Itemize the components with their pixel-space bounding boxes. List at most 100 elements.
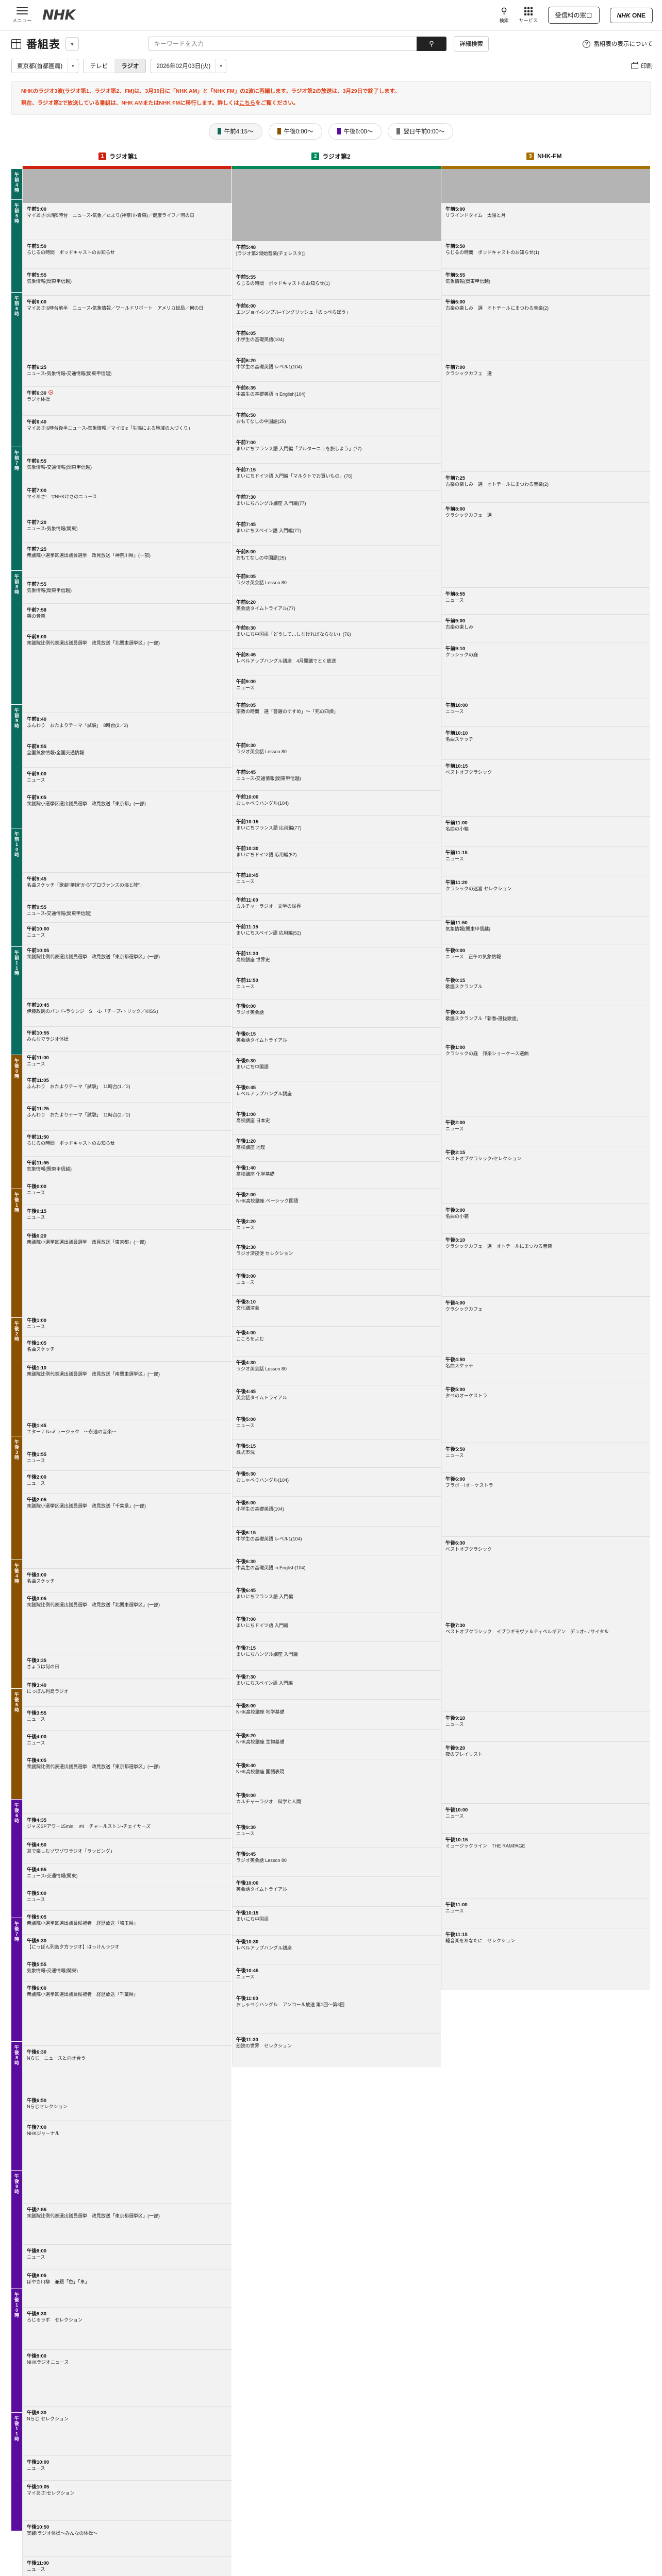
program-cell[interactable]: 午前9:45 ニュース・交通情報(関東甲信越) xyxy=(232,766,441,791)
program-cell[interactable]: 午前5:55 気象情報(関東甲信越) xyxy=(23,268,231,296)
program-cell[interactable]: 午後1:00 ニュース xyxy=(23,1314,231,1337)
program-cell[interactable]: 午後5:00 夕べのオーケストラ xyxy=(441,1383,650,1443)
program-cell[interactable]: 午後1:10 衆議院比例代表選出議員選挙 政見放送「南関東選挙区」(一部) xyxy=(23,1361,231,1419)
nhk-logo[interactable]: NHK xyxy=(42,7,75,23)
program-cell[interactable]: 午後4:30 ラジオ英会話 Lesson 80 xyxy=(232,1356,441,1385)
program-cell[interactable]: 午後0:15 ニュース xyxy=(23,1205,231,1230)
program-cell[interactable]: 午前6:25 ニュース・気象情報・交通情報(関東甲信越) xyxy=(23,361,231,387)
program-cell[interactable]: 午後3:40 にっぽん列島ラジオ xyxy=(23,1679,231,1707)
program-cell[interactable]: 午後9:30 Nらじ セレクション xyxy=(23,2406,231,2456)
program-cell[interactable]: 午後9:20 夜のプレイリスト xyxy=(441,1741,650,1804)
program-cell[interactable]: 午後3:05 衆議院比例代表選出議員選挙 政見放送「北関東選挙区」(一部) xyxy=(23,1592,231,1654)
program-cell[interactable]: 午後8:30 らじるラボ セレクション xyxy=(23,2307,231,2350)
program-cell[interactable]: 午前8:20 英会話タイムトライアル(77) xyxy=(232,596,441,622)
program-cell[interactable]: 午後2:00 ニュース xyxy=(441,1116,650,1146)
program-cell[interactable]: 午前8:30 まいにち中国語「どうして…しなければならない」(76) xyxy=(232,621,441,649)
program-cell[interactable]: 午前7:25 古楽の楽しみ 選 オトテールにまつわる音楽(2) xyxy=(441,471,650,503)
program-cell[interactable]: 午前9:05 衆議院小選挙区選出議員選挙 政見放送「東京都」(一部) xyxy=(23,791,231,873)
program-cell[interactable]: 午後6:15 中学生の基礎英語 レベル1(104) xyxy=(232,1526,441,1555)
program-cell[interactable]: 午前10:00 ニュース xyxy=(441,699,650,727)
program-cell[interactable]: 午後10:00 ニュース xyxy=(23,2455,231,2481)
program-cell[interactable]: 午後4:00 クラシックカフェ xyxy=(441,1296,650,1353)
program-cell[interactable]: 午前6:30 ラジオ体操 xyxy=(23,386,231,416)
program-cell[interactable]: 午前5:48 [ラジオ第2開始音楽(チェレスタ)] xyxy=(232,241,441,271)
program-cell[interactable]: 午前9:00 古楽の楽しみ xyxy=(441,614,650,642)
program-cell[interactable]: 午後5:05 衆議院小選挙区選出議員候補者 経歴放送「埼玉県」 xyxy=(23,1910,231,1935)
program-cell[interactable]: 午前7:25 衆議院小選挙区選出議員選挙 政見放送「神奈川県」(一部) xyxy=(23,543,231,578)
area-select[interactable]: 東京都(首都圏局) ▾ xyxy=(11,59,78,73)
program-cell[interactable]: 午前8:40 ふんわり おたよりテーマ「試験」 8時台(2／3) xyxy=(23,713,231,740)
program-cell[interactable]: 午後0:20 衆議院小選挙区選出議員選挙 政見放送「東京都」(一部) xyxy=(23,1229,231,1314)
program-cell[interactable]: 午後10:15 まいにち中国語 xyxy=(232,1906,441,1936)
program-cell[interactable]: 午前9:00 ニュース xyxy=(232,675,441,699)
program-cell[interactable]: 午後10:00 ニュース xyxy=(441,1803,650,1834)
program-cell[interactable]: 午後9:30 ニュース xyxy=(232,1821,441,1848)
program-cell[interactable]: 午後6:00 衆議院小選挙区選出議員候補者 経歴放送「千葉県」 xyxy=(23,1981,231,2046)
program-cell[interactable]: 午後10:00 英会話タイムトライアル xyxy=(232,1876,441,1907)
program-cell[interactable]: 午前6:20 中学生の基礎英語 レベル1(104) xyxy=(232,354,441,382)
channel-header-1[interactable]: 2 ラジオ第2 xyxy=(224,147,437,166)
program-cell[interactable]: 午後6:30 中高生の基礎英語 in English(104) xyxy=(232,1555,441,1584)
program-cell[interactable]: 午前10:00 ニュース xyxy=(23,922,231,944)
program-cell[interactable]: 午前11:50 らじるの時間 ポッドキャストのお知らせ xyxy=(23,1130,231,1157)
program-cell[interactable]: 午後11:00 ニュース xyxy=(441,1898,650,1928)
program-cell[interactable]: 午前10:00 おしゃべりハングル(104) xyxy=(232,790,441,816)
program-cell[interactable]: 午後4:50 名曲スケッチ xyxy=(441,1353,650,1383)
program-cell[interactable]: 午後7:30 まいにちスペイン語 入門編 xyxy=(232,1670,441,1700)
program-cell[interactable]: 午後5:15 株式市況 xyxy=(232,1439,441,1468)
program-cell[interactable]: 午後1:05 名曲スケッチ xyxy=(23,1336,231,1362)
play-icon[interactable] xyxy=(48,390,54,395)
program-cell[interactable]: 午前5:00 リワインドタイム 太陽と月 xyxy=(441,202,650,240)
program-cell[interactable]: 午後10:05 マイあさ!セレクション xyxy=(23,2480,231,2521)
print-button[interactable]: 印刷 xyxy=(631,61,653,70)
program-cell[interactable]: 午後7:30 ベストオブクラシック イブラギモヴァ＆ティベルギアン デュオ・リサイ… xyxy=(441,1619,650,1712)
program-cell[interactable]: 午前6:40 マイあさ!6時台後半ニュース・気象情報／マイ!Biz「生協による地域… xyxy=(23,415,231,455)
channel-header-2[interactable]: 3 NHK-FM xyxy=(438,147,651,166)
search-button[interactable]: ⚲ 検索 xyxy=(500,7,509,24)
notice-more-link[interactable]: こちら xyxy=(239,99,256,106)
program-cell[interactable]: 午後3:35 きょうは何の日 xyxy=(23,1654,231,1679)
program-cell[interactable]: 午前11:05 ふんわり おたよりテーマ「試験」 11時台(1／2) xyxy=(23,1074,231,1103)
program-cell[interactable]: 午前7:00 まいにちフランス語 入門編「ブルターニュを旅しよう」(77) xyxy=(232,436,441,464)
program-cell[interactable]: 午後10:45 ニュース xyxy=(232,1964,441,1992)
program-cell[interactable]: 午後2:00 ニュース xyxy=(23,1470,231,1494)
program-cell[interactable]: 午後11:00 ニュース xyxy=(23,2556,231,2576)
program-cell[interactable]: 午前11:20 クラシックの迷宮 セレクション xyxy=(441,876,650,917)
program-cell[interactable]: 午前10:15 ベストオブクラシック xyxy=(441,759,650,817)
program-cell[interactable]: 午前8:05 ラジオ英会話 Lesson 80 xyxy=(232,570,441,596)
program-cell[interactable]: 午後3:00 名曲スケッチ xyxy=(23,1568,231,1592)
program-cell[interactable]: 午前6:35 中高生の基礎英語 in English(104) xyxy=(232,381,441,409)
program-cell[interactable]: 午後3:10 クラシックカフェ 選 オトテールにまつわる音楽 xyxy=(441,1233,650,1297)
advanced-search-button[interactable]: 詳細検索 xyxy=(454,36,489,52)
program-cell[interactable]: 午前11:00 名曲の小箱 xyxy=(441,816,650,846)
title-dropdown-toggle[interactable]: ▾ xyxy=(65,37,79,50)
program-cell[interactable]: 午後10:15 ミュージックライン THE RAMPAGE xyxy=(441,1833,650,1899)
program-cell[interactable]: 午前5:00 マイあさ!火曜5時台 ニュース・気象／たより(神奈川・青森)／健康ラ… xyxy=(23,202,231,240)
program-cell[interactable]: 午前6:00 エンジョイ・シンプル・イングリッシュ「のっぺらぼう」 xyxy=(232,299,441,327)
program-cell[interactable]: 午前8:00 おもてなしの中国語(25) xyxy=(232,545,441,570)
program-cell[interactable]: 午後4:55 ニュース・交通情報(関東) xyxy=(23,1863,231,1887)
program-cell[interactable]: 午後2:05 衆議院小選挙区選出議員選挙 政見放送「千葉県」(一部) xyxy=(23,1493,231,1569)
program-cell[interactable]: 午後4:00 ニュース xyxy=(23,1730,231,1754)
program-cell[interactable]: 午前6:00 古楽の楽しみ 選 オトテールにまつわる音楽(2) xyxy=(441,295,650,361)
program-cell[interactable]: 午後9:00 カルチャーラジオ 科学と人間 xyxy=(232,1789,441,1821)
help-link[interactable]: ? 番組表の表示について xyxy=(583,40,653,48)
program-cell[interactable]: 午後5:00 ニュース xyxy=(23,1887,231,1911)
program-cell[interactable]: 午前7:55 気象情報(関東甲信越) xyxy=(23,578,231,604)
program-cell[interactable]: 午後7:00 まいにちドイツ語 入門編 xyxy=(232,1613,441,1642)
program-cell[interactable]: 午前8:45 レベルアップハングル講座 4月開講でとく放送 xyxy=(232,648,441,675)
program-cell[interactable]: 午後9:10 ニュース xyxy=(441,1711,650,1742)
program-cell[interactable]: 午前5:55 らじるの時間 ポッドキャストのお知らせ(1) xyxy=(232,270,441,300)
program-cell[interactable]: 午前10:10 名曲スケッチ xyxy=(441,726,650,760)
program-cell[interactable]: 午後11:00 おしゃべりハングル アンコール放送 第1回〜第3回 xyxy=(232,1992,441,2033)
program-cell[interactable]: 午後3:55 ニュース xyxy=(23,1706,231,1731)
program-cell[interactable]: 午前6:55 気象情報・交通情報(関東甲信越) xyxy=(23,454,231,484)
search-submit-button[interactable]: ⚲ xyxy=(417,37,446,51)
program-cell[interactable]: 午後5:30 おしゃべりハングル(104) xyxy=(232,1467,441,1497)
program-cell[interactable]: 午後10:50 実践!ラジオ体操～みんなの体操～ xyxy=(23,2520,231,2557)
program-cell[interactable]: 午後6:00 ブラボー!オーケストラ xyxy=(441,1472,650,1537)
program-cell[interactable]: 午前7:15 まいにちドイツ語 入門編「マルクトでお買いもの」(76) xyxy=(232,463,441,491)
program-cell[interactable]: 午前11:30 高校講座 世界史 xyxy=(232,947,441,974)
program-cell[interactable]: 午後8:40 NHK高校講座 国語表現 xyxy=(232,1759,441,1789)
program-cell[interactable]: 午後8:20 NHK高校講座 生物基礎 xyxy=(232,1729,441,1759)
